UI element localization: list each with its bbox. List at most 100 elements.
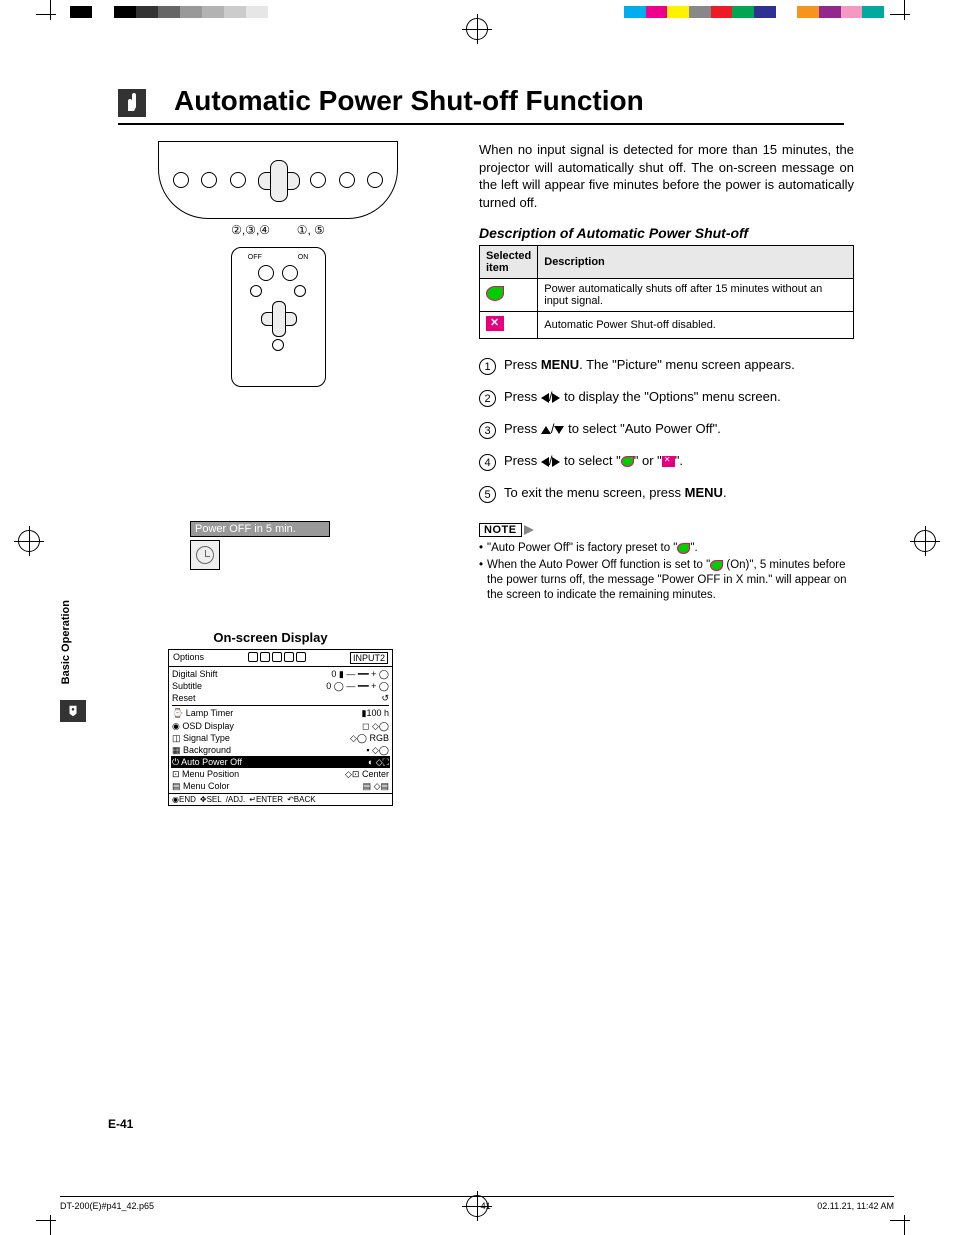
- section-tab-icon: [60, 700, 86, 722]
- callout-text: ①, ⑤: [297, 223, 325, 237]
- panel-button: [230, 172, 246, 188]
- step-item: 2 Press / to display the "Options" menu …: [479, 389, 854, 407]
- osd-row: ⏻ Auto Power Off◐ ◇⛶: [171, 756, 390, 768]
- step-text: Press: [504, 421, 541, 436]
- step-text: Press: [504, 357, 541, 372]
- projector-panel: [158, 141, 398, 219]
- osd-row: Digital Shift0 ▮ — ━━ + ◯: [172, 668, 389, 680]
- step-text: . The "Picture" menu screen appears.: [579, 357, 795, 372]
- step-text: to display the "Options" menu screen.: [560, 389, 780, 404]
- table-cell: [480, 279, 538, 312]
- osd-window: Options INPUT2 Digital Shift0 ▮ — ━━ + ◯…: [168, 649, 393, 806]
- step-text: to select "Auto Power Off".: [564, 421, 720, 436]
- step-text: MENU: [541, 357, 579, 372]
- note-text: ".: [690, 542, 697, 554]
- crop-mark: [36, 1207, 64, 1235]
- note-section: NOTE "Auto Power Off" is factory preset …: [479, 521, 854, 603]
- osd-input-label: INPUT2: [350, 652, 388, 664]
- colorbar-right: [624, 6, 884, 18]
- step-item: 3 Press / to select "Auto Power Off".: [479, 421, 854, 439]
- osd-row: ▦ Background▪ ◇◯: [172, 744, 389, 756]
- step-item: 1 Press MENU. The "Picture" menu screen …: [479, 357, 854, 375]
- step-number: 1: [479, 358, 496, 375]
- step-callout: ②,③,④ ①, ⑤: [148, 223, 408, 237]
- title-row: Automatic Power Shut-off Function: [118, 85, 844, 125]
- page-title: Automatic Power Shut-off Function: [174, 85, 644, 117]
- remote-button: [258, 265, 274, 281]
- osd-row: ⊡ Menu Position◇⊡ Center: [172, 768, 389, 780]
- panel-button: [367, 172, 383, 188]
- note-text: When the Auto Power Off function is set …: [487, 559, 710, 571]
- dpad-icon: [261, 301, 295, 335]
- registration-mark: [914, 530, 936, 552]
- left-arrow-icon: [541, 457, 549, 467]
- on-icon: [486, 286, 504, 301]
- panel-button: [310, 172, 326, 188]
- osd-message-preview: Power OFF in 5 min.: [190, 521, 330, 570]
- step-text: To exit the menu screen, press: [504, 485, 685, 500]
- registration-mark: [18, 530, 40, 552]
- table-heading: Description of Automatic Power Shut-off: [479, 225, 854, 241]
- page-number: E-41: [108, 1117, 133, 1131]
- step-list: 1 Press MENU. The "Picture" menu screen …: [479, 357, 854, 503]
- osd-tab-icons: [247, 652, 307, 664]
- step-number: 2: [479, 390, 496, 407]
- step-text: " or ": [634, 453, 662, 468]
- remote-label: ON: [298, 254, 309, 261]
- note-label: NOTE: [479, 523, 522, 537]
- table-cell: [480, 312, 538, 339]
- table-header: Selected item: [480, 246, 538, 279]
- remote-button: [282, 265, 298, 281]
- right-column: When no input signal is detected for mor…: [479, 141, 854, 806]
- colorbar-left: [70, 6, 290, 18]
- note-text: "Auto Power Off" is factory preset to ": [487, 542, 677, 554]
- step-text: to select ": [560, 453, 620, 468]
- step-item: 5 To exit the menu screen, press MENU.: [479, 485, 854, 503]
- footer-date: 02.11.21, 11:42 AM: [817, 1201, 894, 1211]
- clock-icon: [190, 540, 220, 570]
- note-arrow-icon: [524, 525, 534, 535]
- on-icon: [677, 543, 690, 554]
- callout-text: ②,③,④: [231, 223, 270, 237]
- control-panel-diagram: ②,③,④ ①, ⑤ OFF ON: [148, 141, 408, 411]
- step-text: .: [723, 485, 727, 500]
- note-list: "Auto Power Off" is factory preset to " "…: [479, 541, 854, 603]
- step-number: 4: [479, 454, 496, 471]
- note-item: When the Auto Power Off function is set …: [479, 558, 854, 603]
- remote-button: [272, 339, 284, 351]
- crop-mark: [890, 0, 918, 28]
- crop-mark: [36, 0, 64, 28]
- on-icon: [710, 560, 723, 571]
- panel-button: [201, 172, 217, 188]
- step-number: 3: [479, 422, 496, 439]
- osd-message-text: Power OFF in 5 min.: [190, 521, 330, 537]
- panel-button: [173, 172, 189, 188]
- description-table: Selected item Description Power automati…: [479, 245, 854, 339]
- osd-tab-label: Options: [173, 652, 204, 664]
- step-text: Press: [504, 389, 541, 404]
- step-text: Press: [504, 453, 541, 468]
- remote-button: [250, 285, 262, 297]
- osd-footer: ◉END✥SEL/ADJ.↵ENTER↶BACK: [169, 793, 392, 805]
- left-column: ②,③,④ ①, ⑤ OFFON Power OFF in 5 min. On-…: [118, 141, 423, 806]
- table-header: Description: [538, 246, 854, 279]
- off-icon: [486, 316, 504, 331]
- step-number: 5: [479, 486, 496, 503]
- osd-row: ◉ OSD Display◻ ◇◯: [172, 720, 389, 732]
- dpad-icon: [258, 160, 298, 200]
- footer-meta: DT-200(E)#p41_42.p65 41 02.11.21, 11:42 …: [60, 1195, 894, 1211]
- remote-label: OFF: [248, 254, 262, 261]
- table-cell: Power automatically shuts off after 15 m…: [538, 279, 854, 312]
- table-cell: Automatic Power Shut-off disabled.: [538, 312, 854, 339]
- remote-button: [294, 285, 306, 297]
- intro-text: When no input signal is detected for mor…: [479, 141, 854, 211]
- step-text: ".: [675, 453, 683, 468]
- osd-row: ◫ Signal Type◇◯ RGB: [172, 732, 389, 744]
- osd-row: Subtitle0 ◯ — ━━ + ◯: [172, 680, 389, 692]
- up-arrow-icon: [541, 426, 551, 434]
- on-icon: [621, 456, 634, 467]
- page-content: Basic Operation Automatic Power Shut-off…: [60, 60, 894, 1175]
- crop-mark: [890, 1207, 918, 1235]
- registration-mark: [466, 18, 488, 40]
- left-arrow-icon: [541, 393, 549, 403]
